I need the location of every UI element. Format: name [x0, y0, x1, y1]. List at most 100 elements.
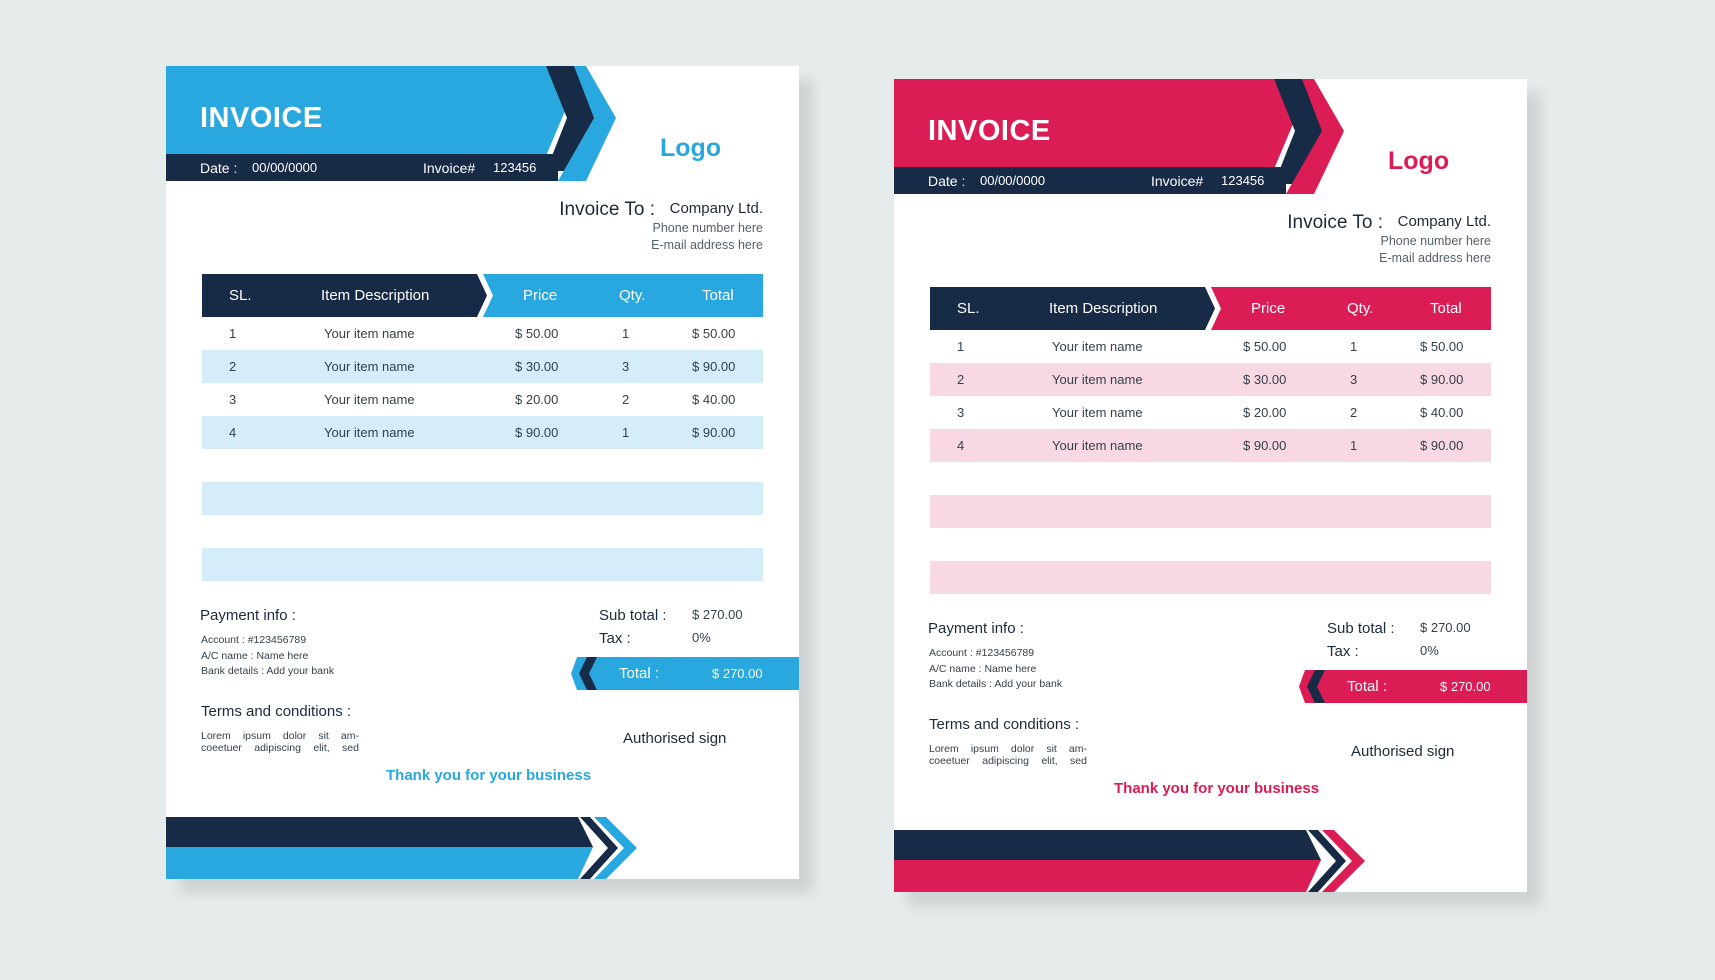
subtotal-label: Sub total :	[1327, 620, 1395, 637]
invoice-to-email: E-mail address here	[651, 238, 763, 252]
col-price: Price	[523, 287, 558, 304]
cell-description: Your item name	[324, 359, 415, 374]
payment-bank: Bank details : Add your bank	[929, 678, 1063, 690]
col-sl: SL.	[957, 300, 980, 317]
payment-bank: Bank details : Add your bank	[201, 665, 335, 677]
invoice-number-value: 123456	[493, 160, 537, 175]
cell-sl: 2	[957, 372, 965, 387]
cell-description: Your item name	[1052, 339, 1143, 354]
table-row: 3 Your item name $ 20.00 2 $ 40.00	[930, 396, 1491, 429]
invoice-to-company: Company Ltd.	[669, 200, 763, 217]
cell-sl: 2	[229, 359, 237, 374]
invoice-page-pink: INVOICE Date : 00/00/0000 Invoice# 12345…	[894, 79, 1527, 892]
col-price: Price	[1251, 300, 1286, 317]
invoice-to-phone: Phone number here	[652, 221, 764, 235]
header-banner	[166, 66, 616, 181]
terms-title: Terms and conditions :	[929, 716, 1080, 733]
cell-qty: 3	[1350, 372, 1358, 387]
cell-description: Your item name	[324, 425, 415, 440]
tax-value: 0%	[1420, 643, 1439, 658]
cell-total: $ 90.00	[692, 359, 736, 374]
cell-qty: 1	[622, 326, 630, 341]
cell-total: $ 90.00	[1420, 372, 1464, 387]
invoice-to-company: Company Ltd.	[1397, 213, 1491, 230]
items-table: SL. Item Description Price Qty. Total 1 …	[202, 274, 763, 449]
total-bar	[571, 657, 799, 690]
invoice-to-label: Invoice To :	[1287, 212, 1383, 233]
cell-price: $ 50.00	[515, 326, 559, 341]
terms-body: Lorem ipsum dolor sit am- coeetuer adipi…	[201, 730, 359, 754]
cell-sl: 1	[957, 339, 965, 354]
cell-price: $ 20.00	[1243, 405, 1287, 420]
col-qty: Qty.	[619, 287, 646, 304]
invoice-title: INVOICE	[928, 115, 1051, 147]
payment-info-title: Payment info :	[928, 620, 1024, 637]
table-row: 3 Your item name $ 20.00 2 $ 40.00	[202, 383, 763, 416]
cell-total: $ 40.00	[692, 392, 736, 407]
cell-total: $ 40.00	[1420, 405, 1464, 420]
cell-sl: 4	[957, 438, 965, 453]
invoice-number-label: Invoice#	[423, 160, 476, 176]
cell-sl: 1	[229, 326, 237, 341]
table-row: 4 Your item name $ 90.00 1 $ 90.00	[930, 429, 1491, 462]
col-description: Item Description	[1049, 300, 1158, 317]
cell-description: Your item name	[1052, 405, 1143, 420]
tax-label: Tax :	[599, 630, 631, 647]
table-row: 2 Your item name $ 30.00 3 $ 90.00	[202, 350, 763, 383]
total-bar	[1299, 670, 1527, 703]
date-label: Date :	[928, 173, 966, 189]
header-banner	[894, 79, 1344, 194]
invoice-title: INVOICE	[200, 102, 323, 134]
payment-account: Account : #123456789	[929, 647, 1035, 659]
items-table: SL. Item Description Price Qty. Total 1 …	[930, 287, 1491, 462]
invoice-number-label: Invoice#	[1151, 173, 1204, 189]
cell-total: $ 90.00	[692, 425, 736, 440]
cell-price: $ 30.00	[515, 359, 559, 374]
col-total: Total	[702, 287, 734, 304]
payment-ac-name: A/C name : Name here	[929, 663, 1037, 675]
tax-value: 0%	[692, 630, 711, 645]
empty-row	[930, 561, 1491, 594]
total-label: Total :	[1347, 678, 1388, 695]
cell-description: Your item name	[324, 326, 415, 341]
authorised-sign: Authorised sign	[623, 730, 727, 747]
logo: Logo	[660, 134, 722, 162]
date-value: 00/00/0000	[980, 173, 1046, 188]
cell-sl: 4	[229, 425, 237, 440]
col-description: Item Description	[321, 287, 430, 304]
footer-banner	[894, 830, 1365, 892]
invoice-number-value: 123456	[1221, 173, 1265, 188]
total-value: $ 270.00	[712, 666, 763, 681]
subtotal-value: $ 270.00	[692, 607, 743, 622]
subtotal-label: Sub total :	[599, 607, 667, 624]
cell-qty: 1	[622, 425, 630, 440]
col-sl: SL.	[229, 287, 252, 304]
cell-sl: 3	[957, 405, 965, 420]
cell-qty: 3	[622, 359, 630, 374]
cell-total: $ 50.00	[1420, 339, 1464, 354]
payment-info-title: Payment info :	[200, 607, 296, 624]
thank-you-text: Thank you for your business	[1114, 780, 1320, 797]
terms-title: Terms and conditions :	[201, 703, 352, 720]
logo: Logo	[1388, 147, 1450, 175]
table-row: 1 Your item name $ 50.00 1 $ 50.00	[202, 317, 763, 350]
invoice-to-label: Invoice To :	[559, 199, 655, 220]
cell-sl: 3	[229, 392, 237, 407]
payment-account: Account : #123456789	[201, 634, 307, 646]
thank-you-text: Thank you for your business	[386, 767, 592, 784]
cell-total: $ 50.00	[692, 326, 736, 341]
invoice-to-phone: Phone number here	[1380, 234, 1492, 248]
empty-row	[202, 482, 763, 515]
authorised-sign: Authorised sign	[1351, 743, 1455, 760]
table-row: 1 Your item name $ 50.00 1 $ 50.00	[930, 330, 1491, 363]
footer-banner	[166, 817, 637, 879]
cell-total: $ 90.00	[1420, 438, 1464, 453]
subtotal-value: $ 270.00	[1420, 620, 1471, 635]
cell-price: $ 20.00	[515, 392, 559, 407]
table-header: SL. Item Description Price Qty. Total	[930, 287, 1491, 330]
tax-label: Tax :	[1327, 643, 1359, 660]
cell-qty: 2	[622, 392, 630, 407]
payment-ac-name: A/C name : Name here	[201, 650, 309, 662]
table-header: SL. Item Description Price Qty. Total	[202, 274, 763, 317]
empty-row	[930, 495, 1491, 528]
